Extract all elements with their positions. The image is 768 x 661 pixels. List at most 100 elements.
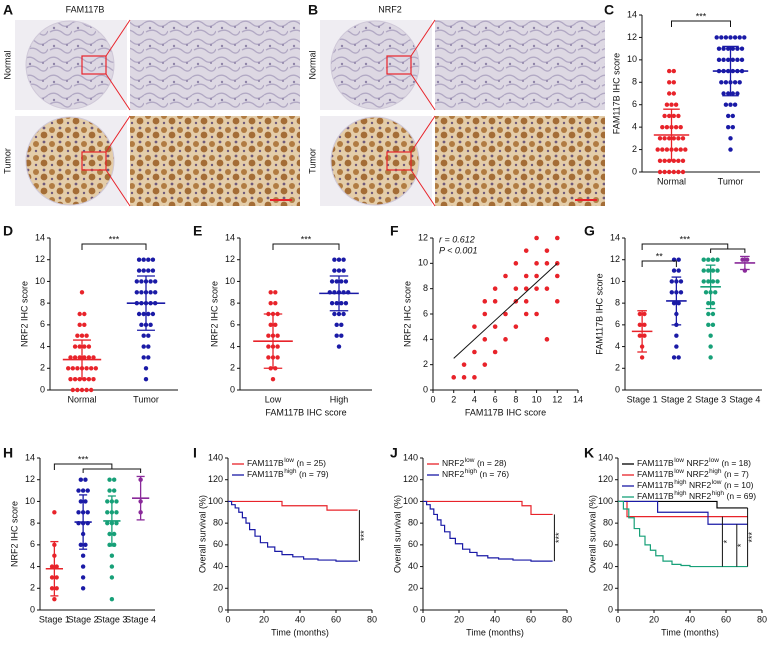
data-dot: [54, 564, 59, 569]
data-dot: [141, 257, 146, 262]
data-dot: [82, 311, 87, 317]
y-tick-label: 6: [30, 539, 35, 549]
data-dot: [667, 136, 672, 141]
data-dot: [136, 311, 142, 317]
y-tick-label: 4: [30, 561, 35, 571]
y-axis-label: NRF2 IHC score: [9, 501, 19, 567]
x-tick-label: 20: [259, 614, 269, 624]
data-point: [492, 349, 498, 355]
y-tick-label: 4: [40, 341, 45, 351]
data-dot: [710, 257, 716, 262]
data-dot: [676, 257, 681, 262]
data-dot: [642, 333, 647, 338]
survival-curve: [423, 500, 553, 562]
data-dot: [77, 311, 82, 317]
y-tick-label: 60: [408, 539, 418, 549]
data-point: [503, 311, 508, 317]
data-dot: [730, 124, 735, 130]
data-dot: [136, 268, 142, 273]
data-dot: [78, 542, 84, 548]
data-dot: [134, 279, 139, 284]
legend-text: (n = 7): [724, 469, 749, 479]
legend-text: low: [674, 457, 684, 464]
data-dot: [732, 80, 738, 85]
y-axis-label: Overall survival (%): [197, 495, 207, 573]
data-dot: [275, 355, 280, 360]
zoom-line: [105, 169, 131, 207]
x-category-label: Tumor: [718, 176, 744, 186]
data-point: [482, 362, 488, 367]
x-tick-label: 80: [757, 614, 767, 624]
legend-text: (n = 79): [299, 469, 329, 479]
data-dot: [678, 290, 684, 295]
data-dot: [146, 355, 151, 360]
data-dot: [153, 290, 158, 295]
data-dot: [105, 520, 110, 526]
y-tick-label: 12: [418, 232, 428, 242]
data-point: [513, 261, 519, 266]
data-dot: [146, 268, 151, 273]
y-tick-label: 8: [423, 283, 428, 293]
data-dot: [146, 257, 151, 262]
legend-text: low: [465, 457, 475, 464]
y-tick-label: 40: [603, 561, 613, 571]
data-dot: [109, 575, 115, 580]
row-label: Normal: [307, 50, 317, 79]
legend-text: low: [674, 468, 684, 475]
data-dot: [730, 91, 735, 96]
legend-text: FAM117B: [247, 469, 284, 479]
data-dot: [79, 333, 85, 338]
panel-letter: B: [308, 2, 318, 18]
data-dot: [676, 113, 681, 119]
data-point: [523, 299, 529, 304]
y-tick-label: 20: [408, 583, 418, 593]
survival-curve: [618, 500, 748, 525]
y-tick-label: 40: [408, 561, 418, 571]
y-tick-label: 120: [598, 474, 613, 484]
y-tick-label: 80: [408, 518, 418, 528]
data-dot: [80, 553, 86, 558]
y-axis-label: FAM117B IHC score: [611, 53, 621, 134]
y-tick-label: 12: [25, 474, 35, 484]
tissue-core: [25, 20, 115, 110]
data-point: [523, 286, 529, 291]
data-dot: [66, 366, 71, 371]
data-point: [482, 299, 488, 304]
legend-text: high: [709, 468, 722, 475]
legend-text: low: [709, 457, 719, 464]
y-tick-label: 14: [627, 9, 637, 19]
data-dot: [719, 35, 724, 40]
data-dot: [637, 311, 643, 317]
y-axis-label: Overall survival (%): [587, 495, 597, 573]
legend-label: FAM117Blow NRF2low (n = 18): [637, 457, 751, 468]
data-dot: [728, 147, 733, 152]
x-category-label: Stage 3: [96, 614, 127, 624]
data-dot: [740, 257, 745, 262]
data-dot: [75, 366, 80, 371]
data-dot: [111, 488, 117, 493]
data-dot: [275, 344, 280, 349]
y-tick-label: 8: [230, 298, 235, 308]
data-dot: [637, 333, 643, 338]
data-dot: [716, 46, 722, 51]
data-point: [472, 349, 477, 355]
legend-text: (n = 69): [727, 491, 757, 501]
data-dot: [54, 586, 59, 591]
data-dot: [85, 488, 90, 493]
x-tick-label: 0: [420, 614, 425, 624]
data-dot: [270, 376, 276, 382]
legend-text: (n = 10): [724, 480, 754, 490]
y-tick-label: 10: [25, 496, 35, 506]
y-tick-label: 80: [603, 518, 613, 528]
data-dot: [329, 279, 335, 284]
significance-label: ***: [554, 532, 564, 543]
data-dot: [109, 564, 115, 569]
legend-text: low: [712, 479, 722, 486]
y-tick-label: 10: [35, 276, 45, 286]
zoom-image: [130, 20, 300, 110]
data-dot: [153, 279, 158, 284]
data-dot: [671, 68, 676, 74]
data-dot: [676, 268, 681, 273]
data-dot: [89, 387, 94, 393]
significance-label: ***: [301, 234, 312, 244]
